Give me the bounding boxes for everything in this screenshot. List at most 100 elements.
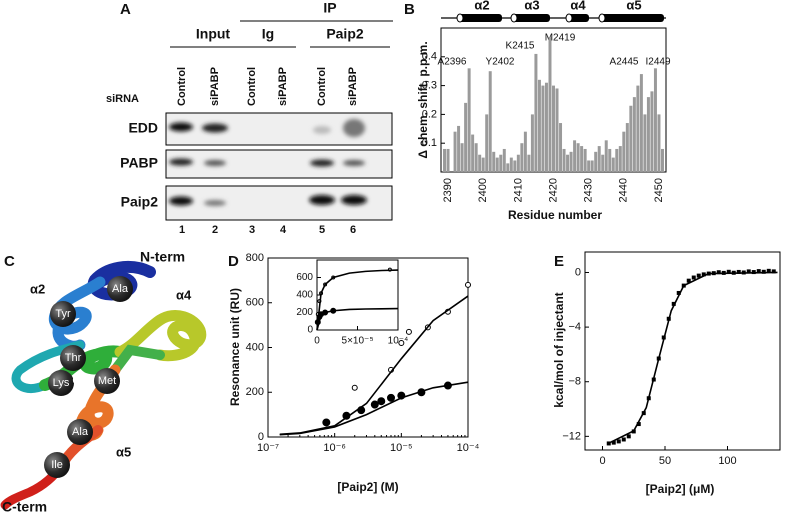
lane-number: 1 — [179, 224, 185, 236]
x-tick-label: 2390 — [442, 178, 454, 202]
data-point — [387, 393, 396, 402]
bar — [446, 148, 450, 172]
bar — [573, 140, 577, 172]
residue-label: Ala — [72, 426, 89, 438]
bar — [622, 131, 626, 172]
data-point — [606, 441, 611, 446]
panel-label: D — [228, 253, 239, 270]
x-tick-label: 100 — [718, 455, 736, 467]
helix-label: α2 — [474, 0, 489, 12]
bar — [541, 85, 545, 172]
panel-label: A — [120, 1, 131, 18]
lane-label: siPABP — [209, 67, 221, 106]
x-tick-label: 5×10⁻⁵ — [342, 336, 374, 347]
bar — [632, 97, 636, 172]
y-tick-label: 0 — [575, 266, 581, 278]
bar — [601, 154, 605, 172]
bar — [559, 123, 563, 172]
bar — [555, 88, 559, 172]
bar — [485, 114, 489, 172]
data-point — [676, 290, 681, 295]
bar — [537, 79, 541, 172]
annotation: A2445 — [610, 57, 639, 68]
bar — [513, 160, 517, 172]
western-blot: IP Input Ig Paip2 siRNA Control siPABP C… — [106, 0, 393, 236]
lane-label: siPABP — [347, 67, 359, 106]
x-tick-label: 10⁻⁵ — [390, 442, 413, 454]
lane-number: 6 — [350, 224, 356, 236]
data-point — [370, 400, 379, 409]
residue-label: Ala — [112, 283, 129, 295]
data-point — [377, 397, 386, 406]
data-point — [716, 270, 721, 275]
bar — [625, 123, 629, 172]
y-tick-label: −4 — [568, 321, 581, 333]
bar — [506, 163, 510, 172]
lane-number: 2 — [212, 224, 218, 236]
fit-line — [608, 271, 778, 444]
residue-label: Met — [98, 375, 116, 387]
y-tick-label: 200 — [296, 307, 313, 318]
data-point — [736, 269, 741, 274]
bar — [499, 154, 503, 172]
x-tick-label: 2430 — [583, 178, 595, 202]
bar — [653, 68, 657, 172]
lane-number: 5 — [319, 224, 325, 236]
data-point — [746, 269, 751, 274]
fit-line — [316, 307, 399, 331]
y-tick-label: −8 — [568, 376, 581, 388]
residue-label: Lys — [53, 377, 70, 389]
bar — [566, 154, 570, 172]
bar — [464, 102, 468, 172]
lane-label: Control — [316, 67, 328, 106]
bar — [587, 160, 591, 172]
panel-label: B — [404, 1, 415, 18]
fit-line — [279, 381, 469, 436]
data-point — [761, 269, 766, 274]
bar — [657, 114, 661, 172]
bar — [576, 143, 580, 172]
x-tick-label: 2410 — [512, 178, 524, 202]
bar — [520, 143, 524, 172]
bar — [544, 82, 548, 172]
data-point — [701, 272, 706, 277]
annotation: K2415 — [506, 41, 535, 52]
x-tick-label: 50 — [659, 455, 671, 467]
annotation: I2449 — [645, 57, 670, 68]
fit-line — [316, 269, 399, 331]
y-tick-label: 600 — [296, 272, 313, 283]
annotation: Y2402 — [486, 57, 515, 68]
data-point — [726, 269, 731, 274]
x-tick-label: 0 — [314, 336, 320, 347]
data-point — [626, 434, 631, 439]
y-tick-label: 600 — [246, 297, 264, 309]
bar — [618, 146, 622, 172]
bar — [639, 74, 643, 172]
bar — [492, 151, 496, 172]
data-point — [766, 268, 771, 273]
data-point — [465, 281, 471, 288]
y-tick-label: 0 — [258, 431, 264, 443]
data-point — [696, 273, 701, 278]
bar — [488, 71, 492, 172]
bar — [453, 131, 457, 172]
data-point — [636, 422, 641, 427]
bar — [471, 134, 475, 172]
y-tick-label: 400 — [296, 290, 313, 301]
ip-label: IP — [323, 0, 336, 16]
data-point — [611, 440, 616, 445]
terminus-label: C-term — [2, 499, 47, 515]
data-point — [691, 275, 696, 280]
x-tick-label: 2420 — [547, 178, 559, 202]
x-axis-label: Residue number — [508, 208, 602, 222]
bands — [169, 119, 367, 206]
lane-label: Control — [176, 67, 188, 106]
residue-label: Thr — [65, 352, 82, 364]
bar — [467, 68, 471, 172]
bar — [583, 148, 587, 172]
data-point — [405, 328, 412, 335]
bar — [636, 85, 640, 172]
lane-number: 4 — [280, 224, 287, 236]
data-point — [351, 384, 358, 391]
bar — [523, 131, 527, 172]
